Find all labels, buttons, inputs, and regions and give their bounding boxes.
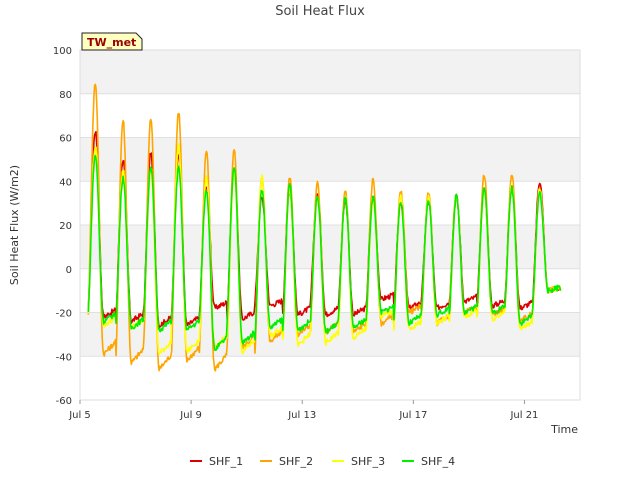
y-tick-label: 100 — [53, 46, 72, 57]
site-label-text: TW_met — [87, 36, 136, 49]
y-tick-label: 80 — [59, 90, 72, 101]
legend-label: SHF_4 — [421, 455, 455, 468]
background-band — [80, 225, 580, 269]
series-lines — [87, 83, 562, 372]
x-tick-label: Jul 13 — [287, 410, 316, 421]
background-band — [80, 312, 580, 357]
y-tick-label: -20 — [56, 309, 72, 320]
y-tick-label: 20 — [59, 221, 72, 232]
legend: SHF_1 SHF_2 SHF_3 SHF_4 — [190, 455, 455, 468]
background-band — [80, 50, 580, 94]
site-label-badge: TW_met — [81, 32, 143, 51]
y-tick-label: -40 — [56, 352, 72, 363]
y-tick-label: 40 — [59, 177, 72, 188]
y-tick-label: -60 — [56, 396, 72, 407]
legend-label: SHF_2 — [279, 455, 313, 468]
y-tick-label: 0 — [66, 265, 72, 276]
chart-title: Soil Heat Flux — [275, 4, 365, 19]
x-tick-label: Jul 5 — [68, 410, 91, 421]
y-tick-label: 60 — [59, 134, 72, 145]
legend-label: SHF_3 — [351, 455, 385, 468]
legend-label: SHF_1 — [209, 455, 243, 468]
site-label-box — [81, 32, 143, 51]
plot-frame — [79, 49, 581, 401]
x-tick-label: Jul 21 — [509, 410, 538, 421]
series-line-shf-4 — [87, 154, 562, 351]
y-axis: -60 -40 -20 0 20 40 60 80 100 — [53, 46, 72, 407]
x-tick-label: Jul 17 — [398, 410, 427, 421]
x-axis: Jul 5 Jul 9 Jul 13 Jul 17 Jul 21 — [68, 400, 538, 421]
y-axis-label: Soil Heat Flux (W/m2) — [8, 165, 21, 285]
plot-background-bands — [80, 50, 580, 357]
x-axis-label: Time — [550, 423, 578, 436]
background-band — [80, 137, 580, 182]
x-tick-label: Jul 9 — [179, 410, 202, 421]
